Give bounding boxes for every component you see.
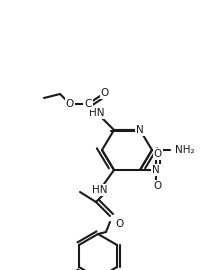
Text: O: O [154,181,162,191]
Text: N: N [136,125,144,135]
Text: NH₂: NH₂ [175,145,195,155]
Text: O: O [116,219,124,229]
Text: C: C [84,99,92,109]
Text: O: O [154,149,162,159]
Text: N: N [152,165,160,175]
Text: HN: HN [89,108,105,118]
Text: O: O [66,99,74,109]
Text: HN: HN [92,185,108,195]
Text: O: O [101,88,109,98]
